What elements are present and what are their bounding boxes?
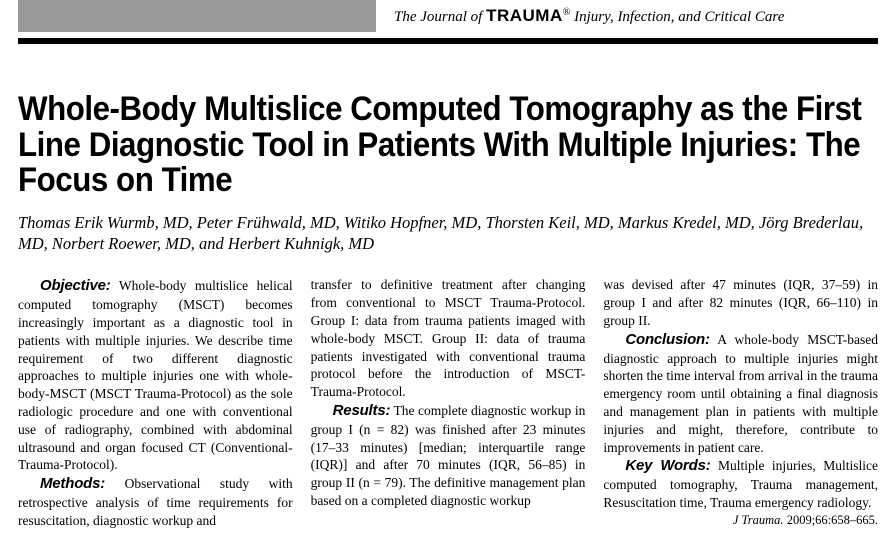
journal-suffix: Injury, Infection, and Critical Care — [570, 9, 784, 25]
citation-line: J Trauma. 2009;66:658–665. — [603, 512, 878, 529]
conclusion-heading: Conclusion: — [625, 331, 709, 348]
journal-prefix: The Journal of — [394, 9, 486, 25]
header-gray-block — [18, 0, 376, 32]
journal-title: The Journal of TRAUMA® Injury, Infection… — [376, 0, 878, 32]
keywords-heading: Key Words: — [625, 457, 710, 474]
journal-header: The Journal of TRAUMA® Injury, Infection… — [18, 0, 878, 32]
methods-heading: Methods: — [40, 475, 105, 492]
abstract-columns: Objective: Whole-body multislice helical… — [18, 276, 878, 529]
col3-continuation: was devised after 47 minutes (IQR, 37–59… — [603, 277, 878, 328]
results-heading: Results: — [333, 402, 391, 419]
citation-journal: J Trauma. — [733, 513, 784, 527]
objective-heading: Objective: — [40, 277, 111, 294]
objective-text: Whole-body multislice helical computed t… — [18, 278, 293, 472]
col2-continuation: transfer to definitive treatment after c… — [311, 277, 586, 399]
authors-line: Thomas Erik Wurmb, MD, Peter Frühwald, M… — [18, 213, 878, 254]
citation-ref: 2009;66:658–665. — [784, 513, 878, 527]
journal-brand: TRAUMA — [486, 6, 563, 25]
abstract-col-1: Objective: Whole-body multislice helical… — [18, 276, 293, 529]
abstract-col-2: transfer to definitive treatment after c… — [311, 276, 586, 529]
article-title: Whole-Body Multislice Computed Tomograph… — [18, 92, 872, 199]
header-rule — [18, 38, 878, 44]
abstract-col-3: was devised after 47 minutes (IQR, 37–59… — [603, 276, 878, 529]
conclusion-text: A whole-body MSCT-based diagnostic appro… — [603, 332, 878, 455]
